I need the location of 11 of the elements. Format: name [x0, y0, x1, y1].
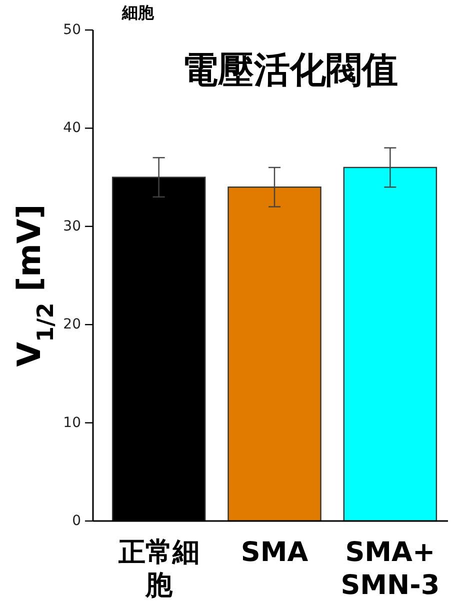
y-tick-label: 10 [63, 414, 81, 431]
y-tick-label: 20 [63, 316, 81, 333]
y-tick-label: 30 [63, 218, 81, 234]
y-tick-label: 50 [63, 22, 81, 38]
text: 細胞 [121, 3, 155, 22]
x-tick-label: SMA [240, 537, 308, 568]
x-tick-label: 正常細胞 [117, 537, 200, 601]
x-tick-label: SMA+SMN-3 [340, 537, 440, 601]
text: 電壓活化閥值 [182, 50, 398, 91]
y-tick-label: 0 [72, 513, 81, 529]
y-tick-label: 40 [63, 120, 81, 136]
